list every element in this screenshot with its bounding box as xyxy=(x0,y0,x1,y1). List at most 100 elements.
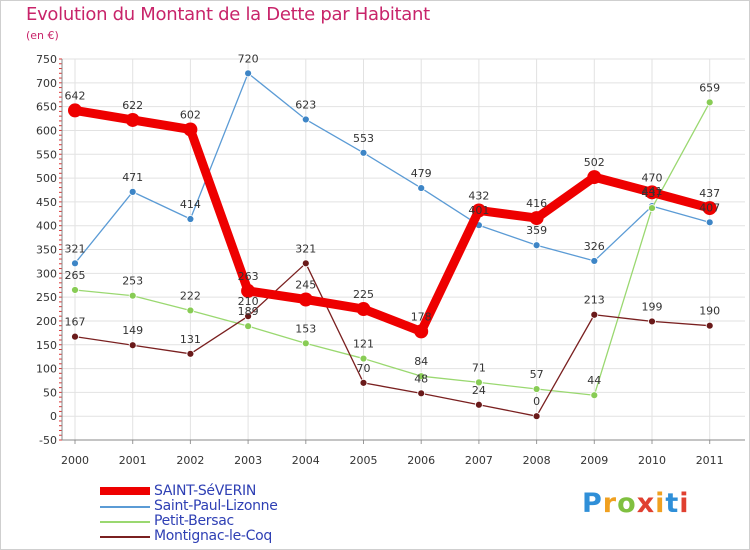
data-label-petit-bersac: 659 xyxy=(699,81,720,94)
point-montignac-le-coq xyxy=(590,310,599,319)
data-label-montignac-le-coq: 321 xyxy=(295,242,316,255)
x-tick-label: 2011 xyxy=(696,454,724,467)
data-label-petit-bersac: 84 xyxy=(414,355,428,368)
point-saint-severin xyxy=(356,302,371,317)
data-label-saint-severin: 602 xyxy=(180,108,201,121)
point-saint-severin xyxy=(125,112,140,127)
point-saint-paul-lizonne xyxy=(244,69,253,78)
point-saint-paul-lizonne xyxy=(301,115,310,124)
data-label-montignac-le-coq: 24 xyxy=(472,384,486,397)
data-label-saint-paul-lizonne: 623 xyxy=(295,98,316,111)
data-label-saint-severin: 416 xyxy=(526,197,547,210)
point-petit-bersac xyxy=(128,291,137,300)
point-saint-paul-lizonne xyxy=(705,218,714,227)
legend-swatch-montignac-le-coq xyxy=(100,536,150,538)
logo-letter: x xyxy=(636,488,656,519)
logo-letter: o xyxy=(617,488,637,519)
point-petit-bersac xyxy=(359,354,368,363)
y-tick-label: -50 xyxy=(39,434,57,447)
point-petit-bersac xyxy=(532,385,541,393)
data-label-saint-severin: 263 xyxy=(238,270,259,283)
legend-swatch-saint-severin xyxy=(100,487,150,495)
y-tick-label: 550 xyxy=(36,148,57,161)
data-label-petit-bersac: 437 xyxy=(642,187,663,200)
data-label-saint-severin: 432 xyxy=(468,189,489,202)
data-label-montignac-le-coq: 213 xyxy=(584,294,605,307)
point-montignac-le-coq xyxy=(417,389,426,398)
legend-label-saint-paul-lizonne: Saint-Paul-Lizonne xyxy=(154,498,278,514)
data-label-saint-severin: 470 xyxy=(642,171,663,184)
data-label-saint-severin: 225 xyxy=(353,288,374,301)
point-petit-bersac xyxy=(474,378,483,387)
point-saint-paul-lizonne xyxy=(359,148,368,157)
x-tick-label: 2010 xyxy=(638,454,666,467)
y-tick-label: 200 xyxy=(36,315,57,328)
point-saint-severin xyxy=(183,122,198,137)
series-line-montignac-le-coq xyxy=(74,262,711,417)
data-label-montignac-le-coq: 70 xyxy=(357,362,371,375)
y-tick-label: 700 xyxy=(36,77,57,90)
data-label-petit-bersac: 265 xyxy=(65,269,86,282)
chart-subtitle: (en €) xyxy=(26,29,59,42)
legend-label-petit-bersac: Petit-Bersac xyxy=(154,513,234,529)
point-saint-paul-lizonne xyxy=(417,184,426,192)
data-label-saint-paul-lizonne: 479 xyxy=(411,167,432,180)
chart-title: Evolution du Montant de la Dette par Hab… xyxy=(26,4,430,25)
point-montignac-le-coq xyxy=(648,317,656,326)
point-saint-paul-lizonne xyxy=(532,241,541,250)
data-label-petit-bersac: 222 xyxy=(180,289,201,302)
data-label-saint-paul-lizonne: 471 xyxy=(122,171,143,184)
y-tick-label: 400 xyxy=(36,220,57,233)
x-tick-label: 2006 xyxy=(407,454,435,467)
point-montignac-le-coq xyxy=(359,378,368,387)
grid-lines xyxy=(62,58,745,441)
data-label-saint-paul-lizonne: 321 xyxy=(65,242,86,255)
series-lines xyxy=(68,69,717,421)
point-petit-bersac xyxy=(186,306,195,315)
logo-letter: i xyxy=(679,488,690,519)
legend-label-montignac-le-coq: Montignac-le-Coq xyxy=(154,528,272,544)
point-montignac-le-coq xyxy=(705,321,714,330)
point-saint-severin xyxy=(471,203,486,218)
data-label-montignac-le-coq: 190 xyxy=(699,305,720,318)
data-label-montignac-le-coq: 167 xyxy=(65,316,86,329)
data-label-petit-bersac: 253 xyxy=(122,275,143,288)
data-label-saint-paul-lizonne: 720 xyxy=(238,52,259,65)
point-saint-paul-lizonne xyxy=(128,187,137,196)
point-montignac-le-coq xyxy=(474,400,483,409)
y-tick-label: 650 xyxy=(36,101,57,114)
logo-letter: t xyxy=(665,488,680,519)
data-label-montignac-le-coq: 210 xyxy=(238,295,259,308)
point-saint-paul-lizonne xyxy=(590,257,599,265)
point-saint-severin xyxy=(702,201,717,216)
data-label-saint-paul-lizonne: 553 xyxy=(353,132,374,145)
data-label-petit-bersac: 44 xyxy=(587,374,601,387)
data-label-saint-paul-lizonne: 359 xyxy=(526,224,547,237)
point-petit-bersac xyxy=(648,204,656,212)
y-tick-label: 500 xyxy=(36,172,57,185)
y-tick-label: 450 xyxy=(36,196,57,209)
point-petit-bersac xyxy=(590,391,599,400)
data-label-montignac-le-coq: 0 xyxy=(533,395,540,408)
data-label-montignac-le-coq: 199 xyxy=(642,300,663,313)
x-tick-label: 2002 xyxy=(176,454,204,467)
y-tick-label: 350 xyxy=(36,244,57,257)
data-label-petit-bersac: 71 xyxy=(472,361,486,374)
y-tick-label: 50 xyxy=(43,386,57,399)
logo-letter: r xyxy=(602,488,618,519)
axes: -50 0 50 100 150 200 250 300 350 400 450 500 550 600 6… xyxy=(36,53,745,467)
logo-letter: i xyxy=(655,488,666,519)
legend-label-saint-severin: SAINT-SéVERIN xyxy=(154,483,256,499)
y-tick-label: 250 xyxy=(36,291,57,304)
data-label-saint-paul-lizonne: 414 xyxy=(180,198,201,211)
x-tick-label: 2008 xyxy=(523,454,551,467)
point-saint-paul-lizonne xyxy=(186,215,195,223)
proxiti-logo: Proxiti xyxy=(582,488,690,519)
point-saint-severin xyxy=(529,211,544,226)
y-tick-label: 150 xyxy=(36,339,57,352)
point-montignac-le-coq xyxy=(301,259,310,268)
point-montignac-le-coq xyxy=(71,332,79,341)
data-label-saint-severin: 437 xyxy=(699,187,720,200)
logo-letter: P xyxy=(582,488,603,519)
